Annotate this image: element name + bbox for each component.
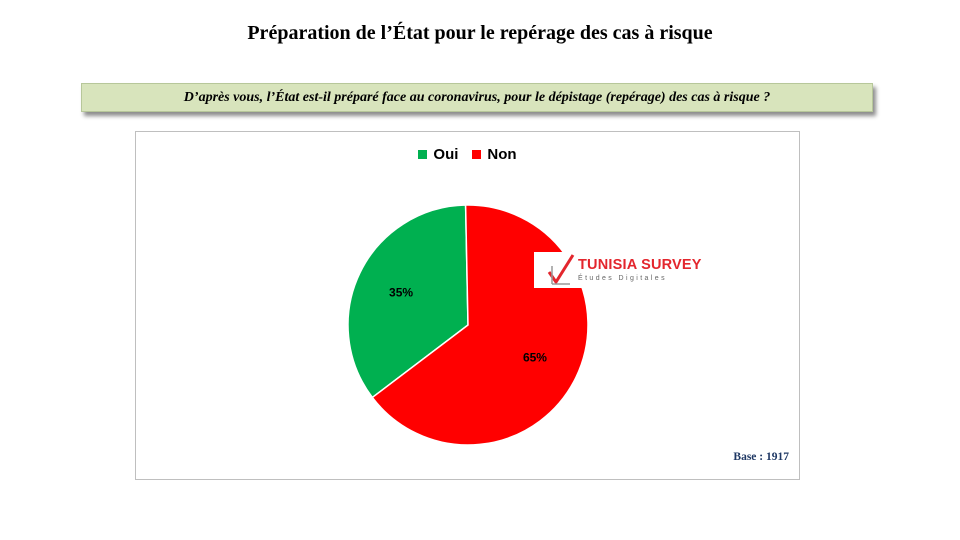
logo-subtitle: Études Digitales [578,275,667,283]
question-text: D’après vous, l’État est-il préparé face… [183,89,771,105]
legend-item-oui: Oui [418,146,458,163]
pie-label-oui: 35% [389,286,413,300]
pie-chart: 35% 65% [347,204,589,446]
legend-label-non: Non [487,146,517,163]
legend-swatch-oui [418,150,428,159]
legend-swatch-non [472,150,482,159]
tunisia-survey-logo: TUNISIA SURVEY Études Digitales [534,252,710,288]
pie-slice-oui [347,204,469,399]
base-note: Base : 1917 [733,451,789,463]
checkmark-logo-icon [547,254,575,285]
legend-item-non: Non [472,146,517,163]
slide-title: Préparation de l’État pour le repérage d… [247,22,713,44]
chart-legend: Oui Non [136,146,799,163]
logo-title: TUNISIA SURVEY [578,256,702,273]
question-banner: D’après vous, l’État est-il préparé face… [81,83,873,112]
pie-label-non: 65% [523,350,547,364]
legend-label-oui: Oui [433,146,459,163]
chart-area: Oui Non 35% 65% TUNISIA SURVEY Études Dig… [135,131,800,480]
